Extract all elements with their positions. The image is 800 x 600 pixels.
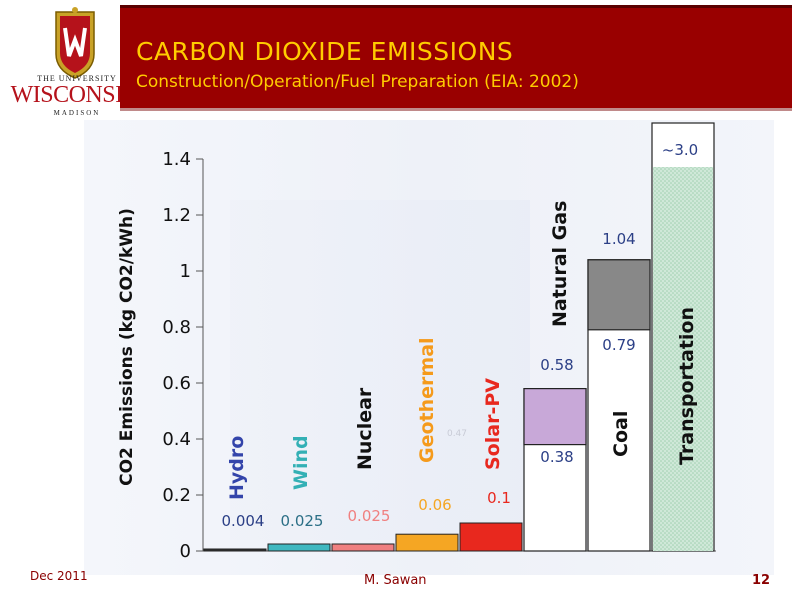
title-banner: CARBON DIOXIDE EMISSIONS Construction/Op… [120,5,792,111]
y-tick-label-7: 1.4 [162,149,191,170]
value-label-wind-0: 0.025 [281,512,324,530]
footer-author: M. Sawan [364,573,427,588]
y-tick-label-0: 0 [180,541,191,562]
y-tick-label-2: 0.4 [162,429,191,450]
y-tick-label-1: 0.2 [162,485,191,506]
value-label-natural-gas-0: 0.58 [540,356,573,374]
category-label-transportation: Transportation [676,307,698,465]
bar-transportation [653,167,713,551]
bar-nuclear [331,543,395,552]
slide-subtitle: Construction/Operation/Fuel Preparation … [136,72,579,92]
annotation-label: 0.47 [447,429,467,439]
value-label-coal-1: 0.79 [602,336,635,354]
footer-date: Dec 2011 [30,569,88,583]
logo-line-wisconsin: WISCONSIN [10,82,140,108]
category-label-hydro: Hydro [226,436,248,500]
bar-geothermal [395,533,459,552]
value-label-geothermal-0: 0.06 [418,496,451,514]
value-label-natural-gas-1: 0.38 [540,448,573,466]
category-label-coal: Coal [610,411,632,457]
category-label-nuclear: Nuclear [354,387,376,470]
category-label-natural-gas: Natural Gas [549,201,571,327]
category-label-solar-pv: Solar-PV [482,378,504,470]
category-label-wind: Wind [290,435,312,490]
y-tick-label-5: 1 [180,261,191,282]
page-number: 12 [752,573,771,588]
y-tick-label-6: 1.2 [162,205,191,226]
bar-coal [587,259,651,331]
y-tick-label-4: 0.8 [162,317,191,338]
crest-icon [55,7,95,79]
slide-title: CARBON DIOXIDE EMISSIONS [136,37,514,66]
logo-line-madison: MADISON [53,109,101,117]
logo-line-the: THE UNIVERSITY [37,74,117,83]
plot-inner-shade [230,200,530,540]
bar-wind [267,543,331,552]
university-logo [6,4,144,126]
y-tick-label-3: 0.6 [162,373,191,394]
bar-natural-gas [523,388,587,446]
value-label-transportation-0: ~3.0 [662,141,698,159]
value-label-nuclear-0: 0.025 [348,507,391,525]
value-label-hydro-0: 0.004 [222,512,265,530]
bar-hydro [203,548,267,552]
category-label-geothermal: Geothermal [416,337,438,463]
value-label-solar-pv-0: 0.1 [487,489,511,507]
y-axis-label: CO2 Emissions (kg CO2/kWh) [117,208,137,486]
value-label-coal-0: 1.04 [602,230,635,248]
bar-solar-pv [459,522,523,552]
